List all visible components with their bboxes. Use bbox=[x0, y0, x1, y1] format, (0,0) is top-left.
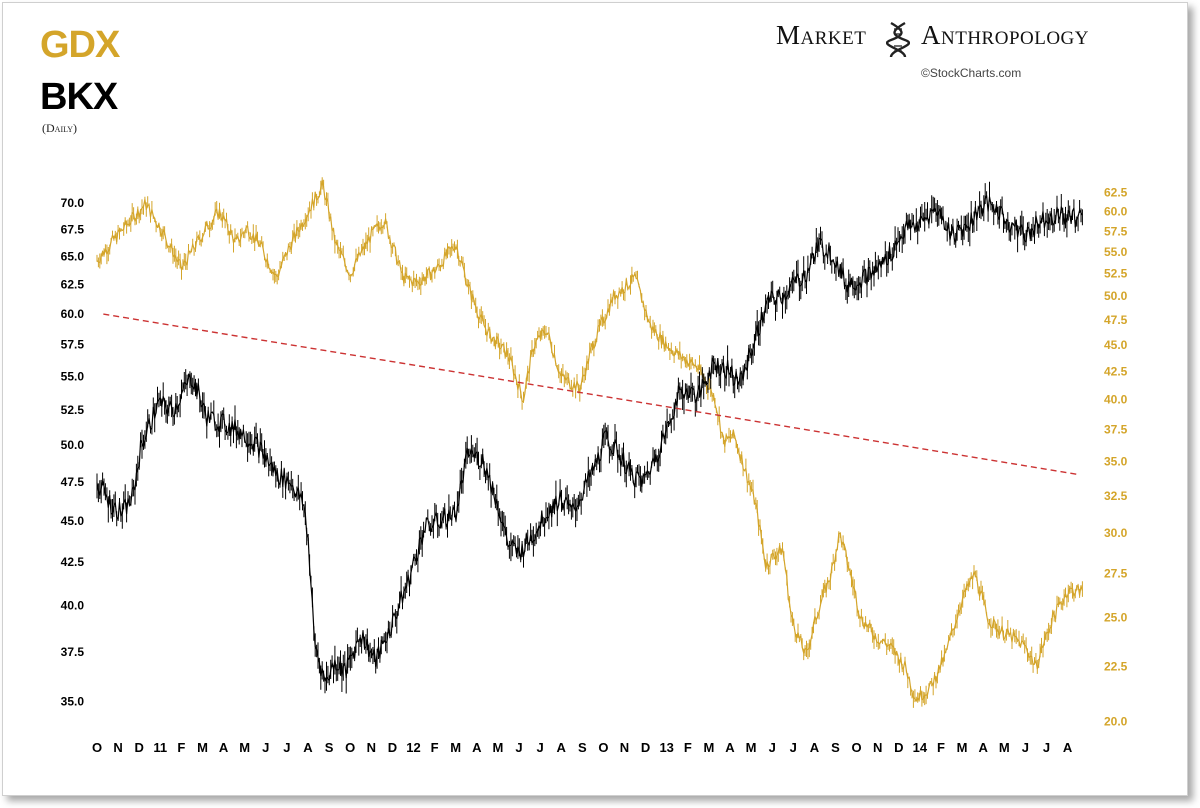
x-tick-label: M bbox=[746, 740, 757, 755]
x-tick-label: M bbox=[239, 740, 250, 755]
x-tick-label: D bbox=[641, 740, 650, 755]
gdx-title: GDX bbox=[40, 24, 120, 66]
x-tick-label: 14 bbox=[913, 740, 928, 755]
left-tick-label: 65.0 bbox=[61, 250, 85, 264]
x-tick-label: D bbox=[894, 740, 903, 755]
left-tick-label: 50.0 bbox=[61, 438, 85, 452]
left-tick-label: 37.5 bbox=[61, 645, 85, 659]
left-tick-label: 57.5 bbox=[61, 338, 85, 352]
x-tick-label: J bbox=[262, 740, 269, 755]
x-tick-label: M bbox=[703, 740, 714, 755]
right-tick-label: 60.0 bbox=[1104, 205, 1128, 219]
x-tick-label: O bbox=[598, 740, 608, 755]
x-tick-label: N bbox=[367, 740, 376, 755]
series-layer bbox=[96, 177, 1083, 708]
x-tick-label: S bbox=[578, 740, 587, 755]
x-tick-label: M bbox=[450, 740, 461, 755]
brand-logo: Market Anthropology bbox=[776, 20, 1089, 51]
right-tick-label: 37.5 bbox=[1104, 423, 1128, 437]
brand-word-market: Market bbox=[776, 20, 867, 50]
left-tick-label: 55.0 bbox=[61, 370, 85, 384]
x-tick-label: J bbox=[769, 740, 776, 755]
left-tick-label: 62.5 bbox=[61, 278, 85, 292]
x-tick-label: J bbox=[1022, 740, 1029, 755]
right-tick-label: 27.5 bbox=[1104, 567, 1128, 581]
right-tick-label: 22.5 bbox=[1104, 660, 1128, 674]
x-tick-label: A bbox=[472, 740, 482, 755]
trend-line bbox=[103, 313, 1079, 476]
x-tick-label: S bbox=[325, 740, 334, 755]
x-tick-label: N bbox=[113, 740, 122, 755]
left-tick-label: 52.5 bbox=[61, 403, 85, 417]
x-tick-label: 12 bbox=[406, 740, 420, 755]
x-axis-ticks: O N D 11 F M A M J J A S O N D 12 F M A M J J A S O N D 13 F M A M J J A S O… bbox=[92, 740, 1073, 755]
x-tick-label: 13 bbox=[659, 740, 673, 755]
copyright-label: ©StockCharts.com bbox=[921, 66, 1022, 80]
x-tick-label: M bbox=[999, 740, 1010, 755]
x-tick-label: A bbox=[557, 740, 567, 755]
right-tick-label: 57.5 bbox=[1104, 224, 1128, 238]
left-tick-label: 70.0 bbox=[61, 196, 85, 210]
x-tick-label: J bbox=[515, 740, 522, 755]
x-tick-label: J bbox=[536, 740, 543, 755]
brand-word-anthropology: Anthropology bbox=[921, 20, 1089, 50]
x-tick-label: N bbox=[873, 740, 882, 755]
x-tick-label: A bbox=[810, 740, 820, 755]
x-tick-label: M bbox=[197, 740, 208, 755]
x-tick-label: J bbox=[790, 740, 797, 755]
x-tick-label: J bbox=[283, 740, 290, 755]
x-tick-label: A bbox=[1063, 740, 1073, 755]
x-tick-label: A bbox=[219, 740, 229, 755]
x-tick-label: O bbox=[852, 740, 862, 755]
x-tick-label: O bbox=[345, 740, 355, 755]
left-tick-label: 35.0 bbox=[61, 695, 85, 709]
right-tick-label: 55.0 bbox=[1104, 245, 1128, 259]
left-axis-ticks: 35.0 37.5 40.0 42.5 45.0 47.5 50.0 52.5 55.0 57.5… bbox=[61, 196, 85, 708]
right-tick-label: 45.0 bbox=[1104, 338, 1128, 352]
x-tick-label: A bbox=[303, 740, 313, 755]
right-tick-label: 52.5 bbox=[1104, 267, 1128, 281]
right-tick-label: 42.5 bbox=[1104, 365, 1128, 379]
left-tick-label: 42.5 bbox=[61, 555, 85, 569]
x-tick-label: 11 bbox=[153, 740, 167, 755]
x-tick-label: F bbox=[684, 740, 692, 755]
x-tick-label: F bbox=[431, 740, 439, 755]
right-tick-label: 32.5 bbox=[1104, 489, 1128, 503]
x-tick-label: M bbox=[492, 740, 503, 755]
right-tick-label: 20.0 bbox=[1104, 714, 1128, 728]
right-tick-label: 35.0 bbox=[1104, 455, 1128, 469]
x-tick-label: M bbox=[957, 740, 968, 755]
left-tick-label: 45.0 bbox=[61, 514, 85, 528]
x-tick-label: F bbox=[177, 740, 185, 755]
x-tick-label: O bbox=[92, 740, 102, 755]
x-tick-label: D bbox=[135, 740, 144, 755]
x-tick-label: N bbox=[620, 740, 629, 755]
x-tick-label: A bbox=[725, 740, 735, 755]
right-tick-label: 25.0 bbox=[1104, 611, 1128, 625]
right-tick-label: 40.0 bbox=[1104, 393, 1128, 407]
right-axis-ticks: 20.0 22.5 25.0 27.5 30.0 32.5 35.0 37.5 40.0 42.5… bbox=[1104, 186, 1128, 729]
left-tick-label: 40.0 bbox=[61, 599, 85, 613]
x-tick-label: J bbox=[1043, 740, 1050, 755]
right-tick-label: 50.0 bbox=[1104, 289, 1128, 303]
left-tick-label: 47.5 bbox=[61, 475, 85, 489]
x-tick-label: F bbox=[937, 740, 945, 755]
dna-helix-icon bbox=[886, 21, 910, 58]
x-tick-label: S bbox=[831, 740, 840, 755]
bkx-series-line bbox=[96, 195, 1083, 683]
bkx-title: BKX bbox=[40, 76, 118, 118]
right-tick-label: 47.5 bbox=[1104, 313, 1128, 327]
left-tick-label: 60.0 bbox=[61, 307, 85, 321]
frequency-label: (Daily) bbox=[42, 121, 77, 135]
gdx-series-line bbox=[96, 179, 1083, 702]
right-tick-label: 62.5 bbox=[1104, 186, 1128, 200]
x-tick-label: A bbox=[979, 740, 989, 755]
left-tick-label: 67.5 bbox=[61, 222, 85, 236]
x-tick-label: D bbox=[388, 740, 397, 755]
right-tick-label: 30.0 bbox=[1104, 526, 1128, 540]
